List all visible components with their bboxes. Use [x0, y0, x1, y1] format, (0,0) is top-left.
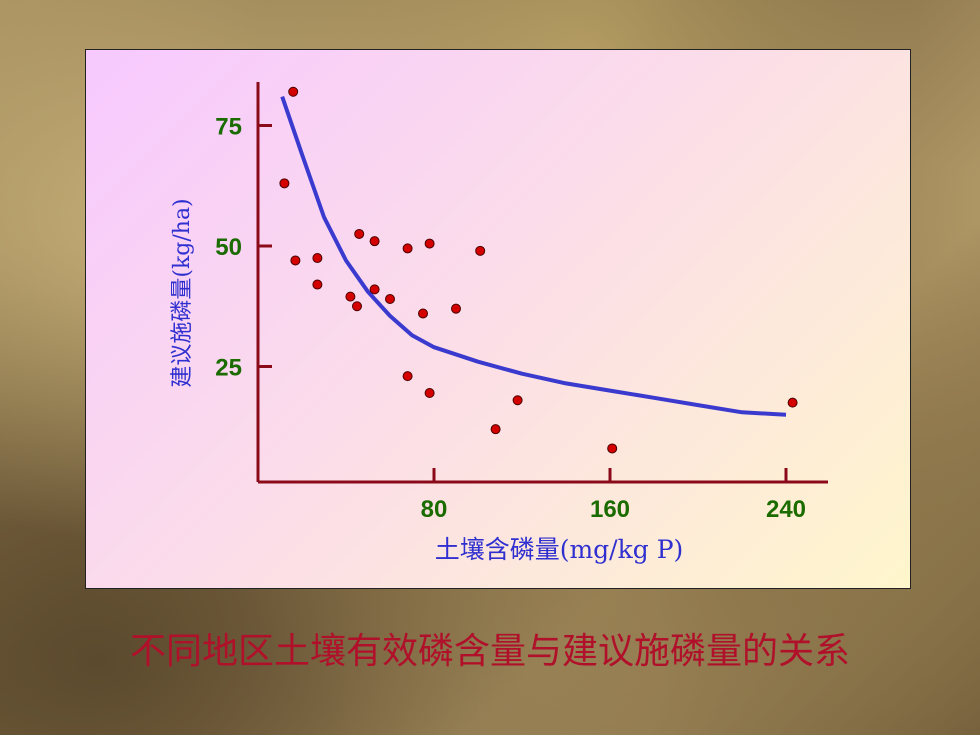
data-point — [424, 388, 435, 399]
data-point — [424, 238, 435, 249]
data-point — [787, 397, 798, 408]
axes — [256, 82, 828, 484]
data-point — [352, 301, 362, 312]
x-tick-label: 160 — [590, 496, 630, 523]
data-point — [512, 395, 523, 406]
data-point — [288, 86, 299, 97]
data-point — [402, 371, 413, 382]
data-point — [418, 308, 428, 319]
y-axis-title: 建议施磷量(kg/ha) — [170, 198, 195, 387]
data-point — [312, 279, 323, 290]
trend-curve — [280, 95, 787, 417]
data-point — [607, 443, 618, 454]
data-point — [369, 284, 380, 295]
x-axis-title: 土壤含磷量(mg/kg P) — [435, 535, 684, 564]
data-point — [345, 291, 356, 302]
data-point — [385, 294, 395, 305]
figure-caption: 不同地区土壤有效磷含量与建议施磷量的关系 — [129, 631, 850, 672]
data-point — [279, 178, 290, 189]
data-point — [354, 228, 365, 239]
x-tick-label: 240 — [766, 496, 806, 523]
y-tick-label: 75 — [215, 114, 242, 141]
data-point — [451, 303, 461, 314]
data-point — [312, 253, 323, 264]
data-point — [290, 255, 301, 266]
scatter-chart: 25 50 75 80 160 240 土壤含磷量(mg/kg P) 建议施磷量(kg/h… — [170, 82, 828, 564]
chart-panel: 25 50 75 80 160 240 土壤含磷量(mg/kg P) 建议施磷量(kg/h… — [85, 49, 911, 589]
data-point — [490, 424, 501, 435]
data-point — [475, 245, 486, 256]
x-tick-label: 80 — [421, 496, 448, 523]
data-point — [369, 236, 380, 247]
tick-labels: 25 50 75 80 160 240 — [215, 114, 806, 524]
y-tick-label: 50 — [215, 234, 242, 261]
y-tick-label: 25 — [215, 355, 242, 382]
data-point — [402, 243, 413, 254]
data-points — [279, 86, 798, 454]
